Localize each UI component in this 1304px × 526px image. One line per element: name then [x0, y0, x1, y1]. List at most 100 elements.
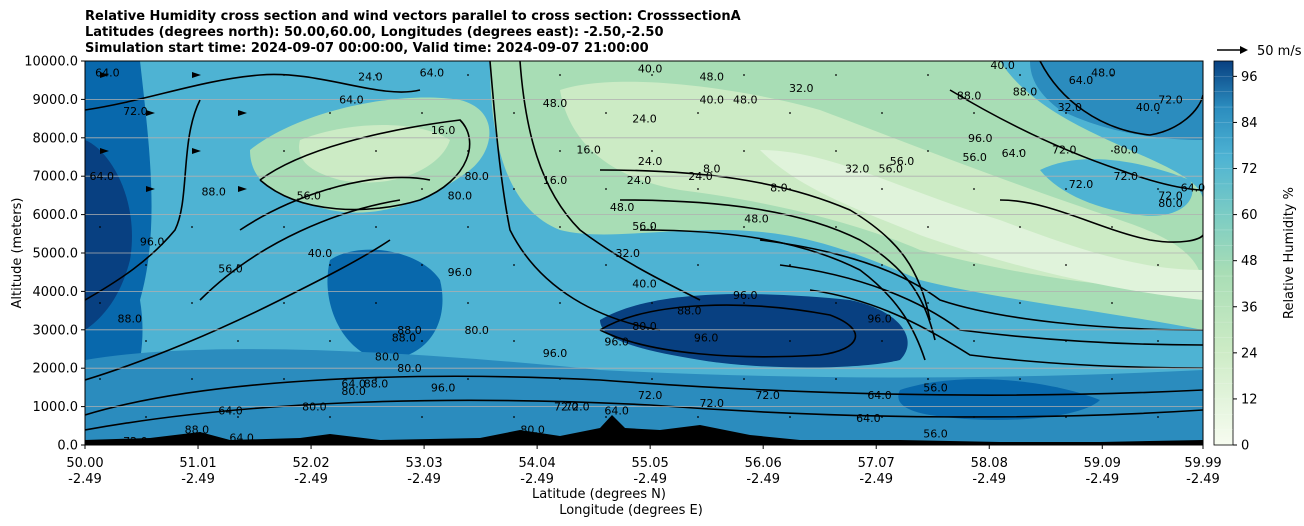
contour-label: 56.0 [218, 262, 243, 275]
y-tick-label: 10000.0 [24, 55, 78, 70]
wind-dot [467, 74, 469, 76]
wind-dot [99, 378, 101, 380]
contour-label: 56.0 [962, 151, 987, 164]
wind-dot [1111, 150, 1113, 152]
contour-label: 80.0 [1158, 197, 1183, 210]
wind-dot [835, 302, 837, 304]
wind-dot [513, 112, 515, 114]
x-axis-title-line-1: Latitude (degrees N) [532, 487, 666, 502]
contour-label: 80.0 [302, 401, 327, 414]
contour-label: 56.0 [632, 220, 657, 233]
contour-label: 72.0 [638, 389, 663, 402]
x-tick-label-lon: -2.49 [859, 472, 893, 487]
x-tick-label-lat: 58.08 [971, 456, 1008, 471]
contour-label: 40.0 [699, 93, 724, 106]
wind-dot [191, 378, 193, 380]
x-axis: 50.00-2.4951.01-2.4952.02-2.4953.03-2.49… [66, 445, 1222, 487]
y-tick-label: 9000.0 [33, 93, 79, 108]
wind-dot [421, 416, 423, 418]
colorbar-tick-label: 48 [1241, 254, 1258, 269]
plot-area [85, 61, 1203, 445]
wind-dot [329, 112, 331, 114]
wind-dot [329, 264, 331, 266]
wind-dot [1019, 74, 1021, 76]
colorbar-bands [1214, 76, 1233, 430]
y-tick-label: 5000.0 [33, 247, 79, 262]
contour-label: 56.0 [923, 381, 948, 394]
x-tick-label-lat: 50.00 [66, 456, 103, 471]
wind-dot [881, 264, 883, 266]
wind-dot [1111, 378, 1113, 380]
wind-dot [835, 150, 837, 152]
contour-label: 48.0 [744, 212, 769, 225]
contour-label: 24.0 [688, 170, 713, 183]
wind-dot [375, 226, 377, 228]
wind-dot [467, 378, 469, 380]
x-tick-label-lon: -2.49 [181, 472, 215, 487]
wind-dot [881, 188, 883, 190]
wind-dot [927, 378, 929, 380]
contour-label: 80.0 [520, 424, 545, 437]
colorbar: 0 12 24 36 48 60 72 84 96 Relative Humidity % [1213, 60, 1297, 454]
contour-label: 72.0 [1114, 170, 1139, 183]
x-tick-label-lon: -2.49 [746, 472, 780, 487]
contour-label: 72.0 [755, 389, 780, 402]
wind-dot [467, 302, 469, 304]
contour-label: 64.0 [420, 67, 445, 80]
contour-label: 24.0 [358, 70, 383, 83]
wind-dot [513, 416, 515, 418]
wind-dot [1065, 112, 1067, 114]
contour-label: 64.0 [1069, 74, 1094, 87]
wind-dot [743, 150, 745, 152]
contour-label: 96.0 [733, 289, 758, 302]
x-tick-label-lon: -2.49 [68, 472, 102, 487]
wind-dot [421, 340, 423, 342]
wind-dot [1065, 416, 1067, 418]
wind-arrow [238, 110, 247, 116]
wind-dot [605, 264, 607, 266]
wind-dot [1157, 188, 1159, 190]
wind-dot [283, 302, 285, 304]
wind-dot [1019, 302, 1021, 304]
wind-arrow [146, 110, 155, 116]
colorbar-tick-label: 24 [1241, 346, 1258, 361]
contour-label: 72.0 [565, 401, 590, 414]
contour-label: 64.0 [341, 378, 366, 391]
wind-dot [743, 302, 745, 304]
contour-label: 8.0 [703, 163, 721, 176]
wind-dot [1019, 378, 1021, 380]
contour-label: 48.0 [543, 97, 568, 110]
contour-label: 64.0 [604, 404, 629, 417]
x-tick-label-lat: 57.07 [858, 456, 895, 471]
contour-label: 96.0 [968, 132, 993, 145]
wind-dot [605, 188, 607, 190]
colorbar-tick-label: 96 [1241, 70, 1258, 85]
wind-arrow [100, 148, 109, 154]
wind-vectors [99, 72, 1159, 418]
wind-dot [559, 74, 561, 76]
contour-label: 64.0 [1002, 147, 1027, 160]
wind-dot [191, 302, 193, 304]
wind-dot [237, 416, 239, 418]
wind-arrow [192, 148, 201, 154]
wind-reference: 50 m/s [1217, 44, 1302, 59]
wind-dot [1111, 302, 1113, 304]
contour-label: 40.0 [632, 278, 657, 291]
wind-dot [973, 264, 975, 266]
contour-label: 80.0 [464, 170, 489, 183]
wind-dot [881, 416, 883, 418]
contour-label: 16.0 [543, 174, 568, 187]
colorbar-tick-label: 60 [1241, 208, 1258, 223]
x-tick-label-lat: 59.09 [1084, 456, 1121, 471]
wind-dot [651, 226, 653, 228]
wind-dot [651, 378, 653, 380]
contour-label: 56.0 [890, 155, 915, 168]
contour-label: 72.0 [1158, 93, 1183, 106]
wind-dot [559, 302, 561, 304]
chart-title-line-3: Simulation start time: 2024-09-07 00:00:… [85, 41, 649, 56]
wind-dot [789, 112, 791, 114]
wind-dot [789, 340, 791, 342]
wind-dot [375, 302, 377, 304]
wind-dot [421, 188, 423, 190]
contour-label: 88.0 [185, 424, 210, 437]
